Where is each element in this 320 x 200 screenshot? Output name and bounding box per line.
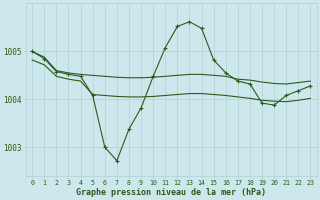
X-axis label: Graphe pression niveau de la mer (hPa): Graphe pression niveau de la mer (hPa) <box>76 188 266 197</box>
